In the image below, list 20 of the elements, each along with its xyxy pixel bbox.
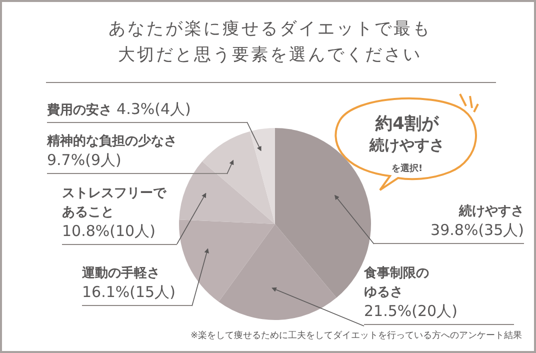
slice-label: 運動の手軽さ — [82, 264, 160, 283]
slice-label: ストレスフリーであること — [62, 185, 168, 222]
data-label: 9.7%(9人) — [47, 151, 122, 169]
data-label: 21.5%(20人) — [364, 302, 458, 320]
text: ※楽をして痩せるために工夫をしてダイエットを行っている方へのアンケート結果 — [189, 330, 522, 342]
text: を選択! — [390, 162, 424, 175]
data-label: 39.8%(35人) — [430, 221, 524, 239]
text: 約4割が — [374, 113, 440, 135]
data-label: 10.8%(10人) — [62, 222, 156, 240]
slice-label: 続けやすさ — [459, 203, 524, 221]
pie-slice — [250, 128, 275, 224]
pie-slice — [202, 131, 275, 224]
data-label: 4.3%(4人) — [116, 100, 191, 118]
text: 続けやすさ — [368, 136, 446, 155]
slice-label: 食事制限のゆるさ — [364, 265, 430, 302]
data-label: 16.1%(15人) — [82, 283, 176, 301]
slice-label: 精神的な負担の少なさ — [47, 133, 177, 151]
slice-label: 費用の安さ — [47, 102, 112, 120]
pie-slice — [179, 161, 275, 224]
chart-title: あなたが楽に痩せるダイエットで最も大切だと思う要素を選んでください — [108, 18, 432, 67]
